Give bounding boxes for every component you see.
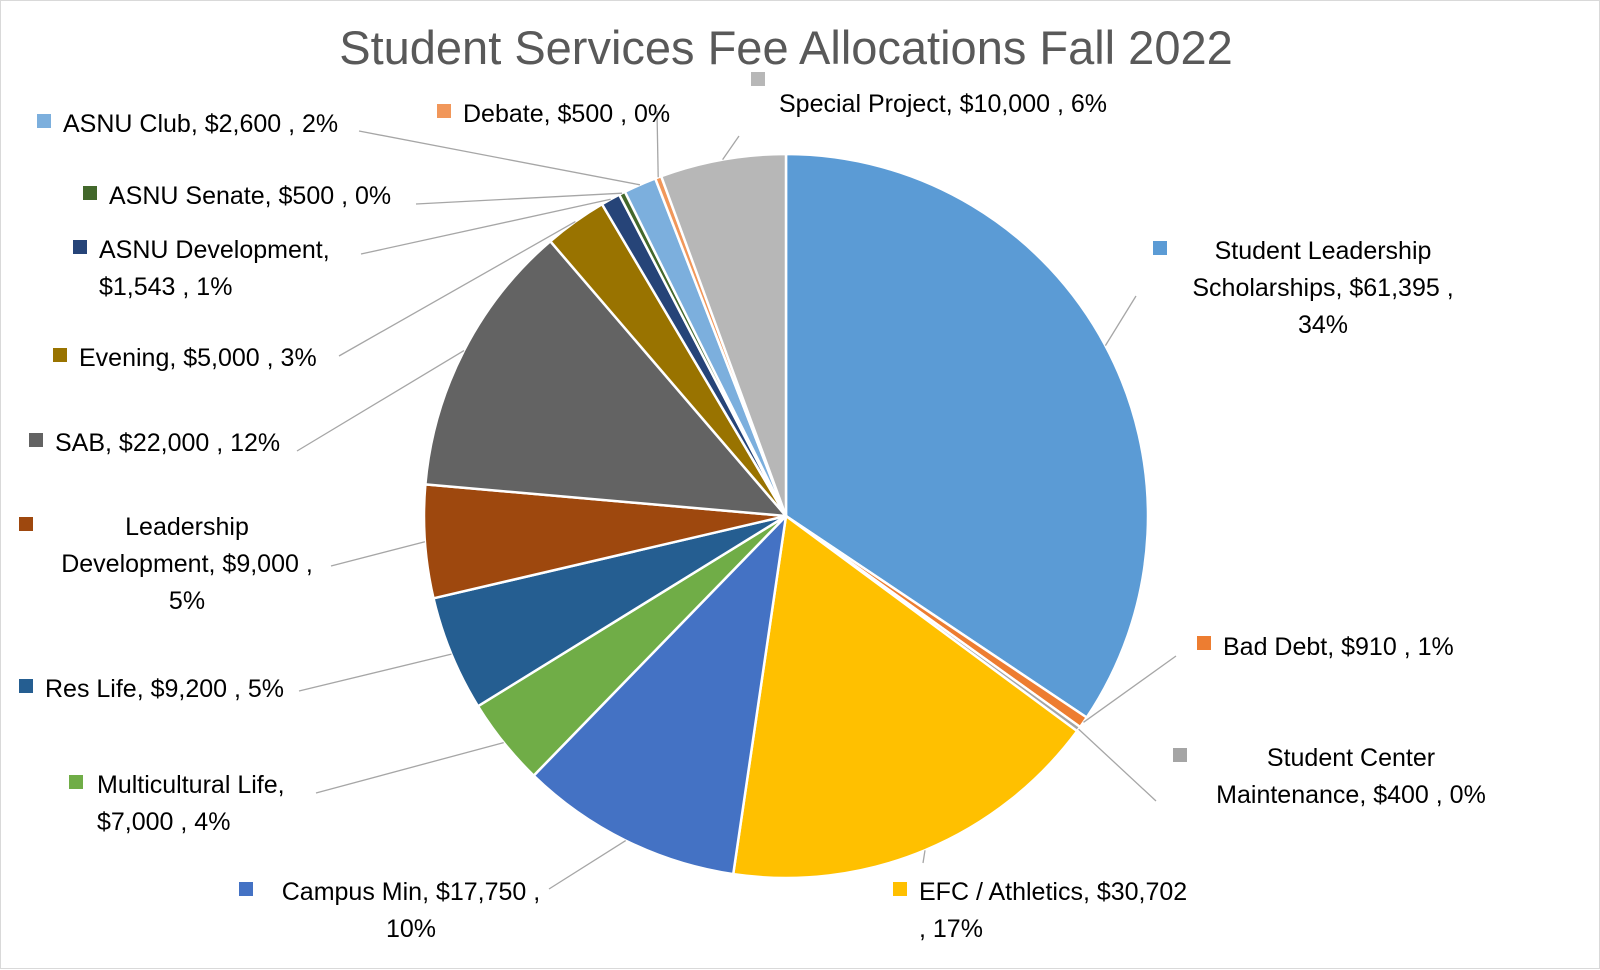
- data-label: 10%: [386, 915, 436, 943]
- data-label: 5%: [169, 587, 205, 615]
- data-label: Scholarships, $61,395 ,: [1192, 274, 1453, 302]
- data-label: $7,000 , 4%: [97, 808, 230, 836]
- label-color-key: [83, 186, 97, 200]
- data-label: 34%: [1298, 311, 1348, 339]
- pie-slice-sab: [424, 239, 788, 518]
- label-color-key: [37, 114, 51, 128]
- data-label: ASNU Development,: [99, 236, 330, 264]
- data-label: Campus Min, $17,750 ,: [282, 878, 540, 906]
- data-label: ASNU Senate, $500 , 0%: [109, 182, 391, 210]
- label-color-key: [73, 240, 87, 254]
- label-color-key: [1173, 748, 1187, 762]
- data-label: Bad Debt, $910 , 1%: [1223, 633, 1454, 661]
- chart-title: Student Services Fee Allocations Fall 20…: [339, 21, 1233, 74]
- leader-line: [922, 850, 926, 864]
- data-label: Res Life, $9,200 , 5%: [45, 675, 284, 703]
- leader-line: [1104, 295, 1137, 346]
- label-color-key: [1153, 241, 1167, 255]
- leader-lines: [296, 110, 1177, 890]
- pie-slice-efc-athletics: [731, 514, 1079, 880]
- leader-line: [358, 130, 641, 186]
- data-label: ASNU Club, $2,600 , 2%: [63, 110, 338, 138]
- leader-line: [1083, 655, 1177, 723]
- label-color-key: [239, 882, 253, 896]
- label-color-key: [19, 679, 33, 693]
- data-labels: Student Leadership Scholarships, $61,395 …: [19, 72, 1486, 943]
- leader-line: [330, 541, 426, 567]
- data-label: Multicultural Life,: [97, 771, 285, 799]
- data-label: Leadership: [125, 513, 249, 541]
- leader-line: [415, 192, 623, 205]
- leader-line: [360, 198, 611, 255]
- leader-line: [722, 135, 740, 160]
- label-color-key: [893, 882, 907, 896]
- label-color-key: [29, 433, 43, 447]
- data-label: SAB, $22,000 , 12%: [55, 429, 280, 457]
- pie-slice-campus-min: [532, 514, 788, 876]
- data-label: Maintenance, $400 , 0%: [1216, 781, 1486, 809]
- data-label: Special Project, $10,000 , 6%: [779, 90, 1107, 118]
- label-color-key: [53, 348, 67, 362]
- leader-line: [1078, 728, 1157, 802]
- pie-slice-special-project: [659, 152, 788, 518]
- label-color-key: [1197, 636, 1211, 650]
- label-color-key: [69, 775, 83, 789]
- leader-line: [298, 653, 452, 692]
- data-label: EFC / Athletics, $30,702: [919, 878, 1187, 906]
- data-label: Student Center: [1267, 744, 1435, 772]
- label-color-key: [19, 517, 33, 531]
- pie-slices: [422, 152, 1150, 880]
- label-color-key: [751, 72, 765, 86]
- label-color-key: [437, 104, 451, 118]
- leader-line: [315, 741, 504, 794]
- leader-line: [548, 840, 627, 890]
- leader-line: [296, 350, 465, 452]
- data-label: $1,543 , 1%: [99, 273, 232, 301]
- data-label: Student Leadership: [1215, 237, 1432, 265]
- leader-line: [656, 110, 659, 178]
- leader-line: [338, 221, 576, 357]
- data-label: , 17%: [919, 915, 983, 943]
- data-label: Development, $9,000 ,: [61, 550, 313, 578]
- data-label: Evening, $5,000 , 3%: [79, 344, 317, 372]
- data-label: Debate, $500 , 0%: [463, 100, 670, 128]
